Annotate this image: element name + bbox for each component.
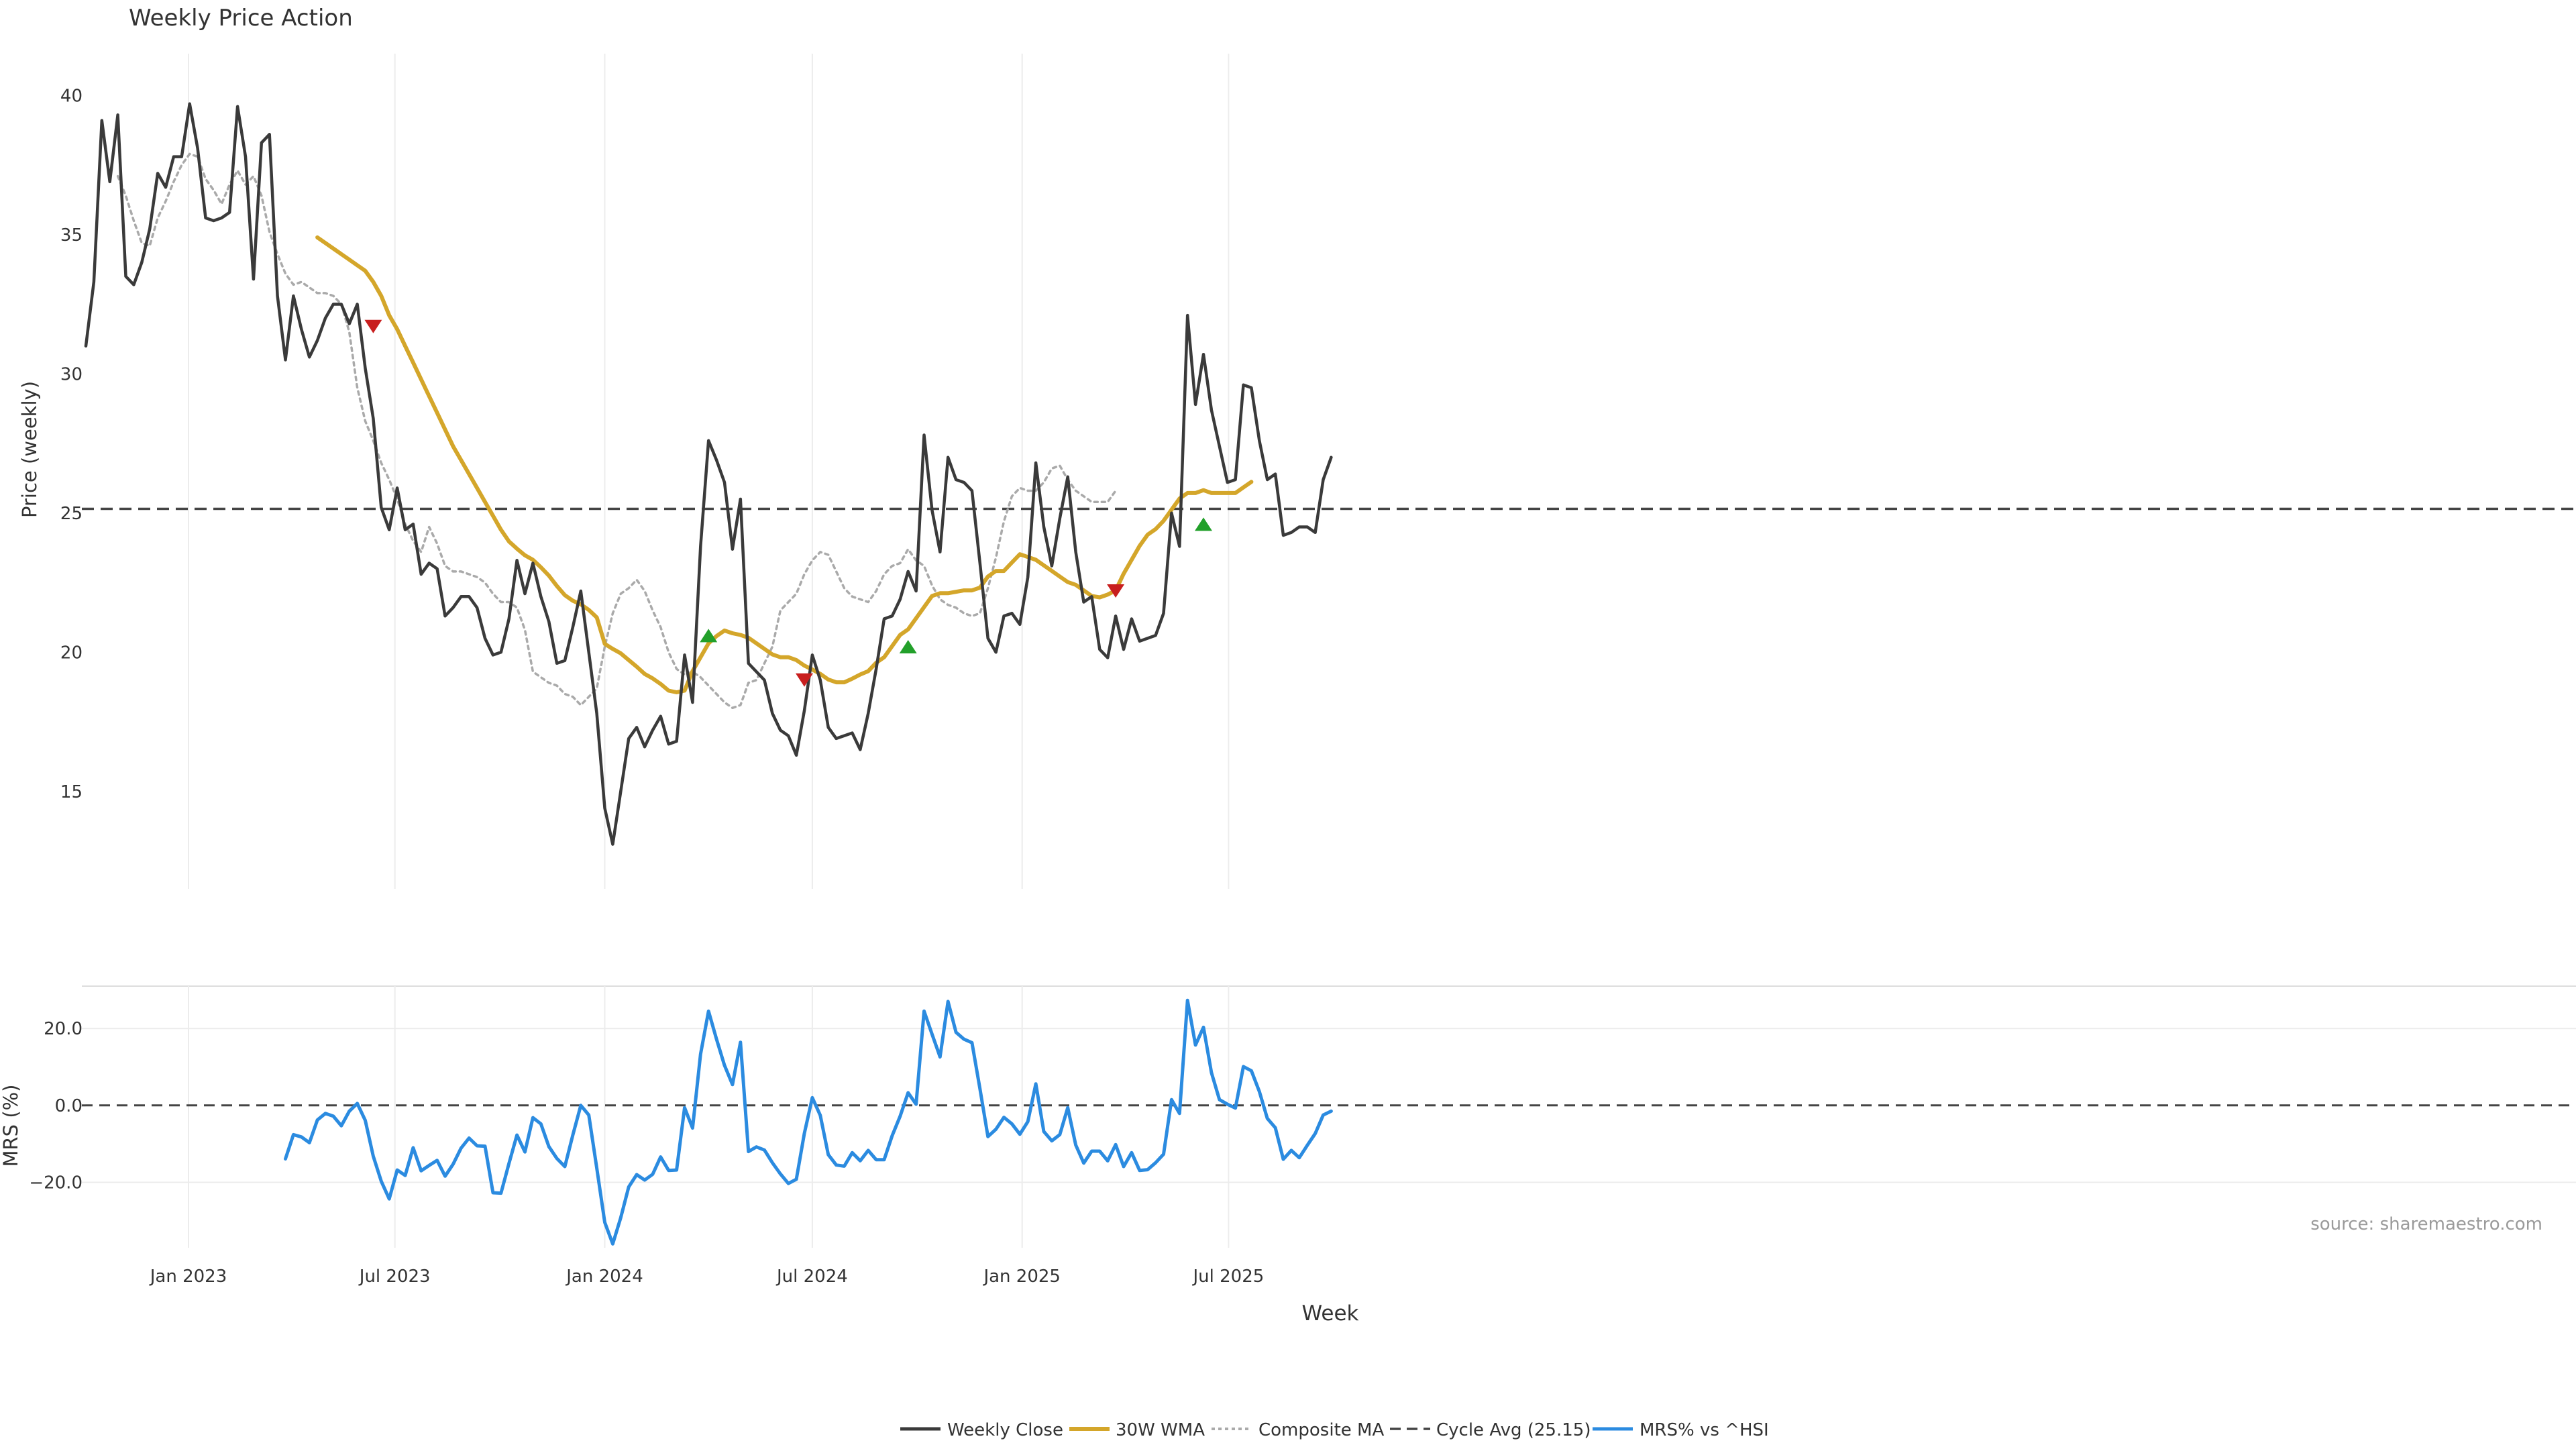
- buy-signal-marker: [899, 639, 917, 653]
- weekly-close-line: [84, 102, 1333, 846]
- sell-signal-marker: [364, 319, 382, 333]
- legend-close-label: Weekly Close: [947, 1420, 1063, 1440]
- price-y-tick-label: 35: [60, 225, 83, 246]
- sell-signal-marker: [1107, 584, 1125, 598]
- x-axis-label: Week: [1302, 1301, 1359, 1326]
- buy-signal-marker: [1195, 517, 1212, 531]
- legend: Weekly Close 30W WMA Composite MA Cycle …: [900, 1420, 1769, 1440]
- mrs-gridlines: [82, 986, 2576, 1248]
- mrs-y-axis-label: MRS (%): [0, 1085, 22, 1167]
- legend-mrs-label: MRS% vs ^HSI: [1640, 1420, 1769, 1440]
- mrs-y-tick-label: 20.0: [44, 1019, 83, 1039]
- x-tick-label: Jul 2024: [775, 1267, 848, 1287]
- x-tick-label: Jul 2025: [1191, 1267, 1264, 1287]
- x-tick-label: Jan 2023: [149, 1267, 227, 1287]
- price-panel: 15 20 25 30 35 40 Price (weekly): [18, 54, 2576, 889]
- price-y-axis-label: Price (weekly): [18, 381, 41, 518]
- price-y-tick-label: 15: [60, 782, 83, 802]
- legend-composite-label: Composite MA: [1258, 1420, 1384, 1440]
- mrs-panel: 20.0 0.0 −20.0 MRS (%) source: sharemaestr…: [0, 985, 2576, 1248]
- legend-cycle-label: Cycle Avg (25.15): [1436, 1420, 1591, 1440]
- x-tick-label: Jan 2025: [982, 1267, 1061, 1287]
- price-y-ticks: 15 20 25 30 35 40: [60, 86, 83, 802]
- price-y-tick-label: 25: [60, 504, 83, 524]
- price-y-tick-label: 20: [60, 643, 83, 663]
- sell-signal-marker: [796, 673, 813, 687]
- legend-wma-label: 30W WMA: [1116, 1420, 1205, 1440]
- composite-ma-line: [116, 152, 1117, 710]
- source-note: source: sharemaestro.com: [2310, 1214, 2542, 1234]
- mrs-y-tick-label: 0.0: [55, 1096, 83, 1116]
- price-y-tick-label: 30: [60, 364, 83, 384]
- signal-markers: [364, 319, 1212, 687]
- mrs-line: [284, 998, 1333, 1246]
- price-y-tick-label: 40: [60, 86, 83, 106]
- mrs-y-ticks: 20.0 0.0 −20.0: [29, 1019, 83, 1193]
- mrs-y-tick-label: −20.0: [29, 1173, 83, 1193]
- x-axis-ticks: Jan 2023 Jul 2023 Jan 2024 Jul 2024 Jan 2025…: [149, 1267, 1265, 1287]
- price-gridlines: [188, 54, 1230, 889]
- buy-signal-marker: [700, 629, 718, 643]
- wma-line: [315, 235, 1254, 694]
- x-tick-label: Jan 2024: [565, 1267, 643, 1287]
- chart-title: Weekly Price Action: [129, 5, 353, 32]
- x-tick-label: Jul 2023: [358, 1267, 431, 1287]
